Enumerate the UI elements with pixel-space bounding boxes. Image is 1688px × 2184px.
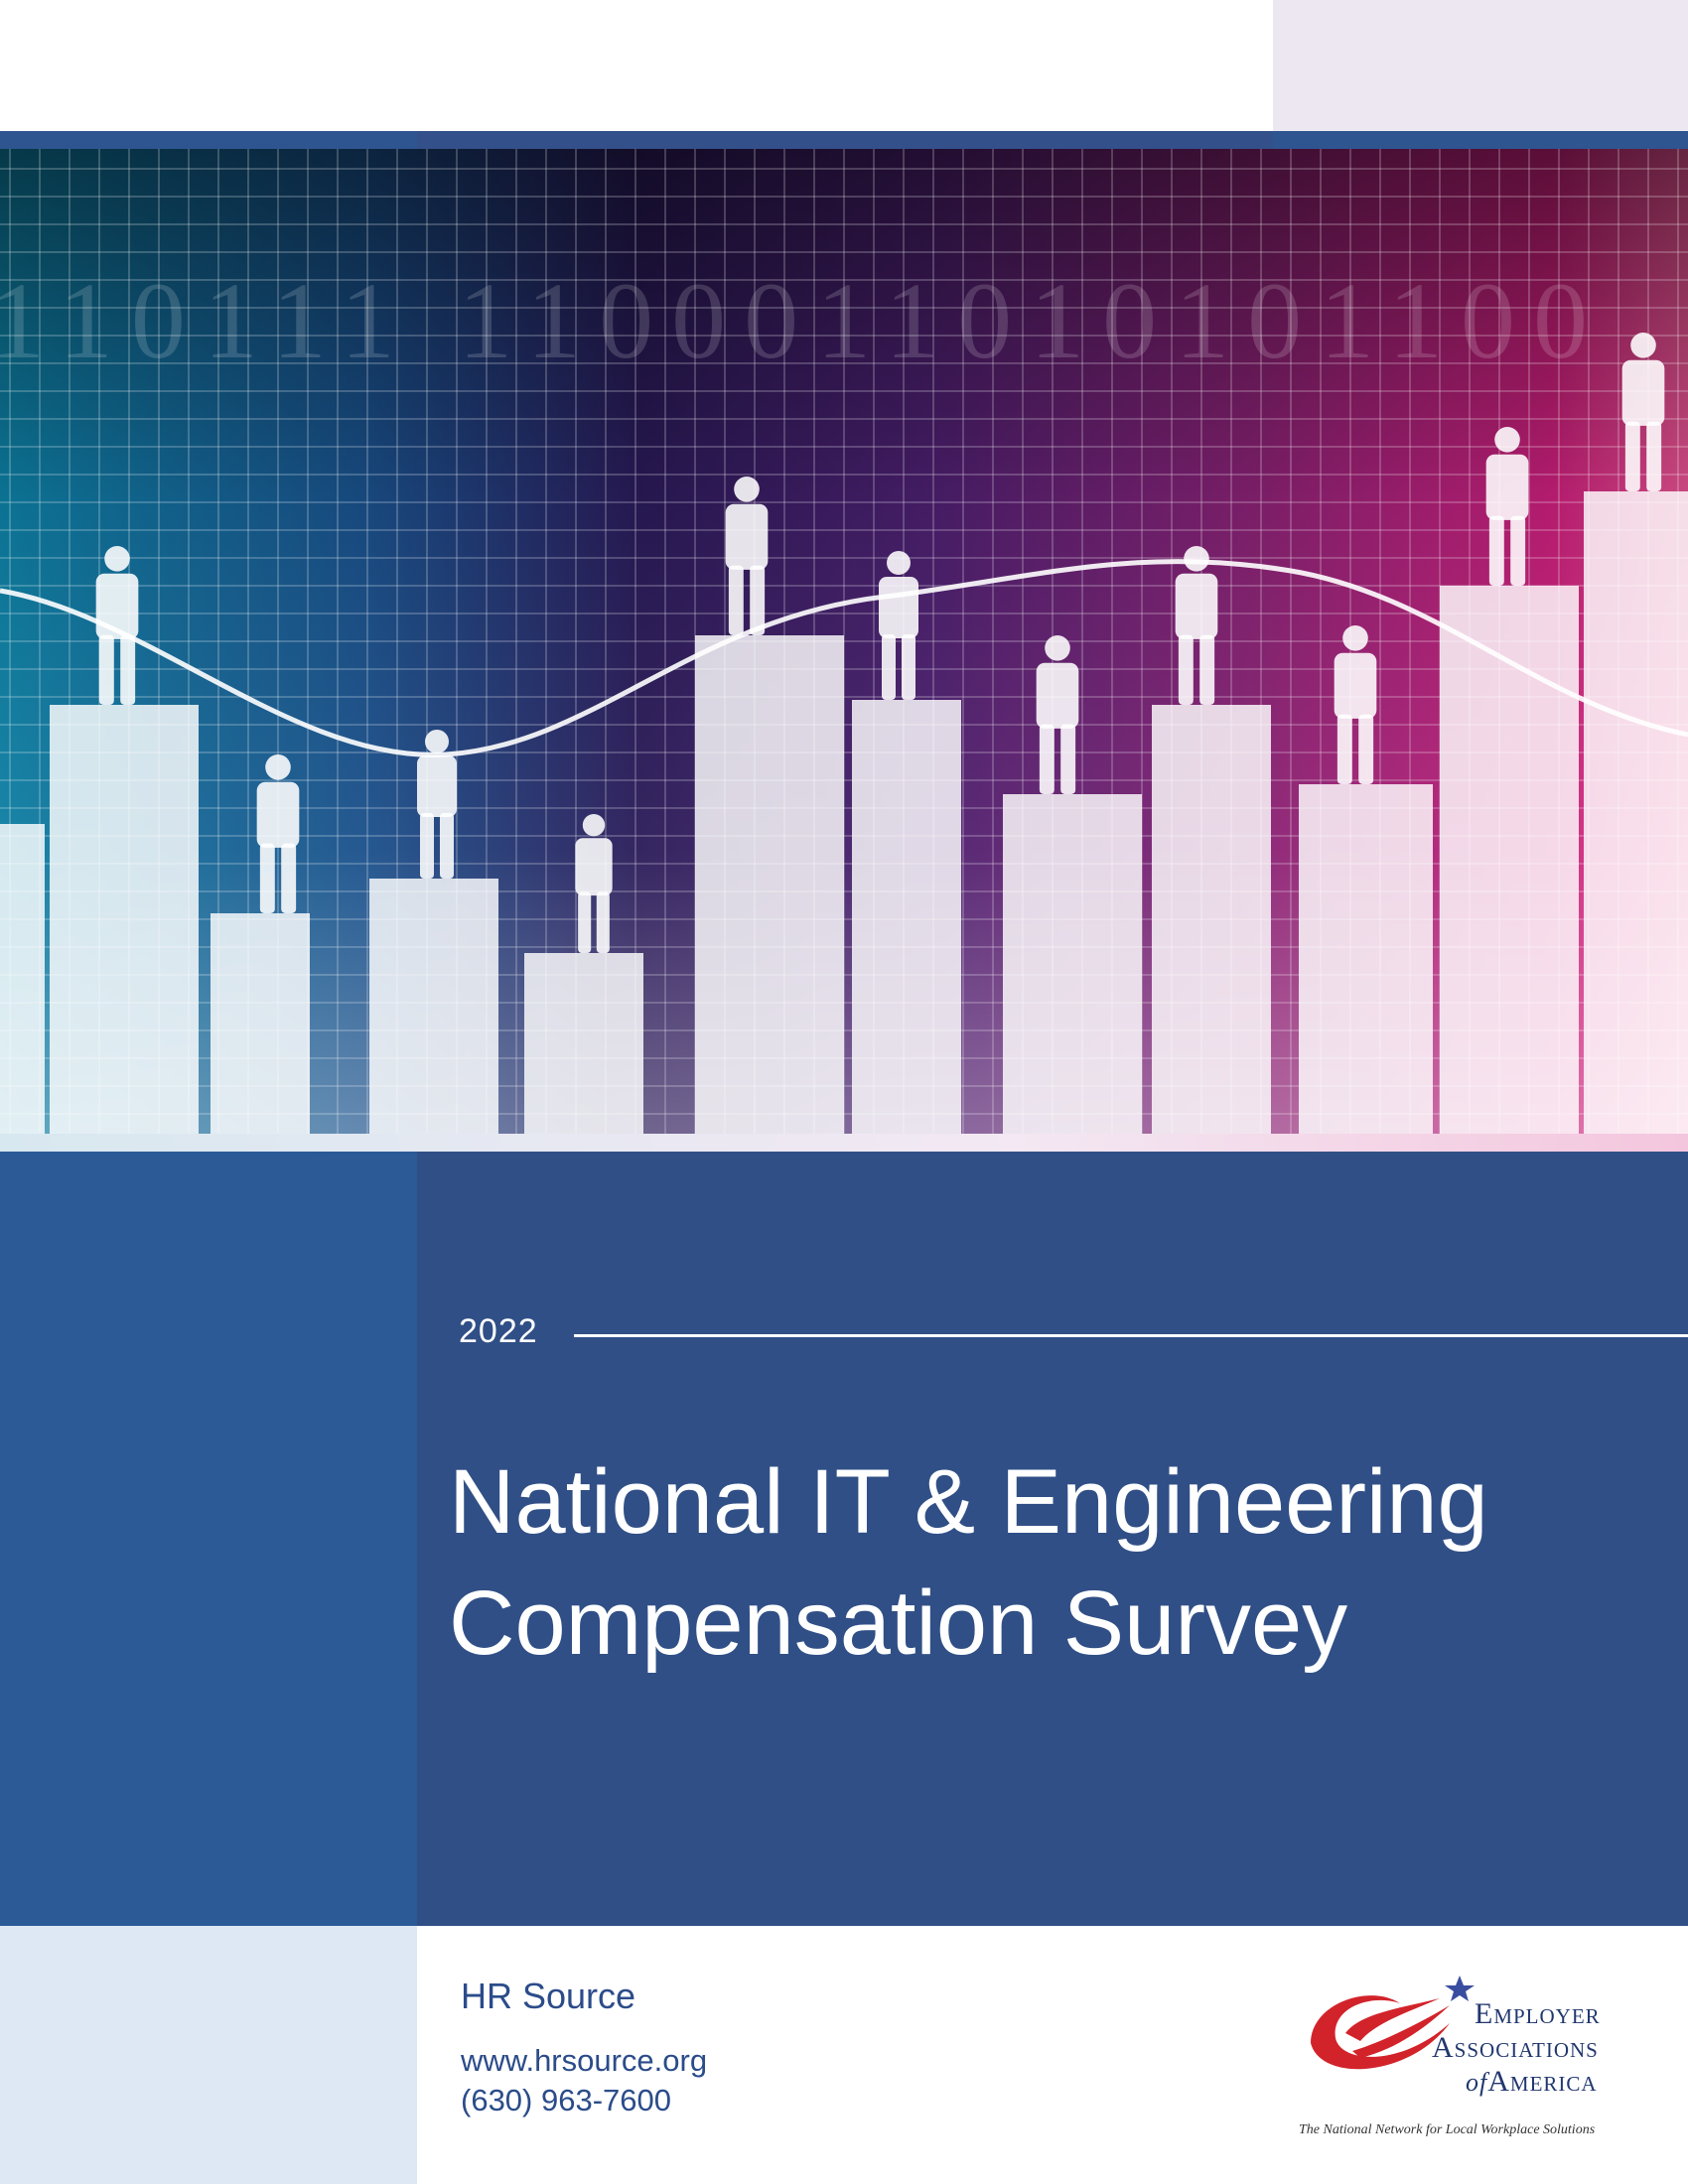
- logo-line-3: ofAMERICA: [1466, 2065, 1598, 2098]
- person-figure: [256, 754, 300, 913]
- organization-name: HR Source: [461, 1976, 636, 2016]
- person-figure: [1485, 427, 1529, 586]
- people-on-bar-chart-image: 110111 1100011010101100: [0, 149, 1688, 1152]
- website-link[interactable]: www.hrsource.org: [461, 2043, 708, 2078]
- footer-left-block: [0, 1926, 417, 2184]
- eaa-logo: EMPLOYER ASSOCIATIONS ofAMERICA The Nati…: [1291, 1964, 1668, 2162]
- cover-title: National IT & Engineering Compensation S…: [449, 1441, 1660, 1684]
- person-figure: [1621, 333, 1665, 491]
- title-panel: [0, 1152, 1688, 1926]
- person-figure: [1334, 625, 1377, 784]
- year-divider: [574, 1334, 1688, 1337]
- person-figure: [95, 546, 139, 705]
- phone-number: (630) 963-7600: [461, 2083, 671, 2117]
- top-band: [0, 131, 1688, 149]
- logo-line-2: ASSOCIATIONS: [1432, 2031, 1599, 2064]
- title-line-1: National IT & Engineering: [449, 1451, 1488, 1553]
- person-figure: [879, 551, 918, 700]
- binary-watermark: 110111 1100011010101100: [0, 260, 1606, 381]
- person-figure: [575, 814, 613, 953]
- hero-image: 110111 1100011010101100: [0, 149, 1688, 1152]
- person-figure: [1175, 546, 1218, 705]
- person-figure: [725, 477, 769, 635]
- person-figure: [417, 730, 457, 879]
- top-light-block: [1273, 0, 1688, 139]
- swoosh-star-icon: [1311, 1976, 1475, 2070]
- person-figure: [1036, 635, 1079, 794]
- logo-line-1: EMPLOYER: [1475, 1997, 1601, 2030]
- title-line-2: Compensation Survey: [449, 1572, 1348, 1674]
- logo-tagline: The National Network for Local Workplace…: [1299, 2122, 1596, 2137]
- bars: [0, 491, 1688, 1152]
- survey-year: 2022: [459, 1312, 538, 1350]
